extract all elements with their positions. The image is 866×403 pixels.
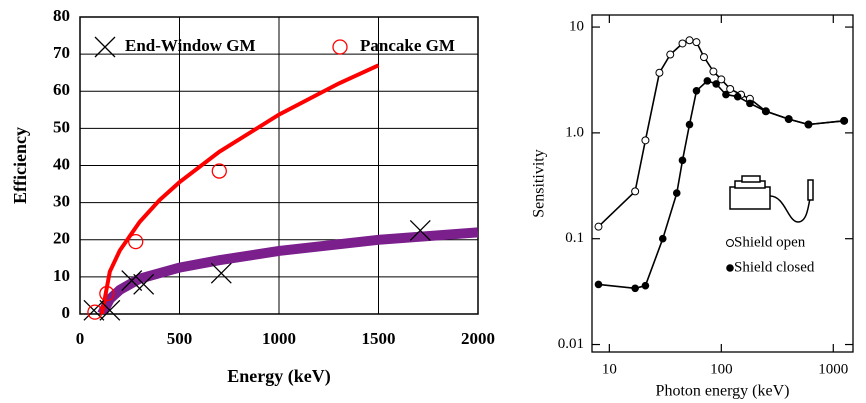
x-tick-label: 1500	[362, 329, 396, 348]
marker-open	[678, 39, 687, 48]
marker-filled	[712, 80, 720, 88]
marker-open	[717, 75, 726, 84]
marker-filled	[678, 156, 687, 165]
x-tick-label: 500	[167, 329, 193, 348]
y-tick-label: 80	[53, 6, 70, 25]
x-tick-label: 1000	[262, 329, 296, 348]
fit-line	[99, 63, 380, 314]
chart: 0.01 0.1 1.0 10 10 100 1000 Photon energy (keV)…	[531, 14, 854, 400]
marker-filled	[692, 86, 701, 95]
marker-open	[594, 222, 603, 231]
marker-open	[726, 84, 735, 93]
y-tick-label: 0	[62, 303, 71, 322]
legend-label: Pancake GM	[360, 36, 455, 55]
x-axis-label: Photon energy (keV)	[656, 383, 790, 400]
marker-x	[99, 299, 121, 321]
marker-filled	[641, 281, 650, 290]
marker-open	[699, 53, 708, 62]
marker-circle	[87, 304, 103, 320]
x-tick-label: 100	[710, 361, 733, 377]
marker-circle	[128, 233, 144, 250]
y-tick-label: 50	[53, 117, 70, 136]
plot-frame	[79, 16, 479, 315]
y-tick-label: 30	[53, 192, 70, 211]
x-tick-label: 2000	[461, 329, 495, 348]
y-tick-label: 60	[53, 80, 70, 99]
fit-line	[97, 227, 478, 314]
marker-filled	[733, 92, 742, 101]
marker-circle	[211, 163, 227, 179]
marker-open	[641, 136, 650, 145]
marker-filled	[672, 189, 681, 197]
marker-x	[210, 262, 232, 284]
marker-filled	[726, 264, 734, 272]
legend-label: Shield open	[734, 234, 806, 250]
marker-x	[94, 36, 116, 58]
marker-filled	[762, 107, 770, 116]
marker-filled	[631, 284, 639, 293]
marker-open	[726, 239, 734, 247]
y-tick-label: 70	[53, 43, 70, 62]
marker-filled	[658, 234, 667, 243]
marker-filled	[685, 120, 694, 129]
marker-filled	[746, 99, 754, 108]
marker-x	[133, 273, 155, 295]
y-tick-label: 1.0	[565, 124, 584, 140]
y-tick-label: 10	[569, 18, 584, 34]
marker-open	[709, 67, 718, 76]
y-tick-label: 20	[53, 229, 70, 248]
legend-label: Shield closed	[734, 259, 815, 275]
marker-open	[685, 36, 694, 45]
marker-open	[692, 38, 701, 47]
marker-open	[631, 187, 640, 196]
x-axis-label: Energy (keV)	[227, 366, 330, 387]
plot-frame	[591, 14, 854, 353]
x-tick-label: 10	[602, 361, 617, 377]
chart: 0 10 20 30 40 50 60 70 80 0 500 1000 1500 2000 Energy …	[10, 6, 495, 387]
detector-icon	[729, 175, 814, 223]
marker-open	[666, 50, 675, 59]
x-tick-label: 0	[76, 329, 85, 348]
y-axis-label: Efficiency	[10, 127, 30, 204]
marker-filled	[594, 280, 603, 289]
marker-x	[409, 220, 431, 241]
y-tick-label: 0.1	[565, 230, 584, 246]
y-tick-label: 10	[53, 266, 70, 285]
marker-filled	[722, 90, 730, 99]
y-tick-label: 0.01	[558, 336, 584, 352]
legend-label: End-Window GM	[125, 36, 256, 55]
marker-x	[121, 270, 143, 292]
marker-circle	[332, 39, 348, 55]
marker-open	[655, 68, 664, 77]
x-tick-label: 1000	[818, 361, 848, 377]
marker-filled	[703, 77, 712, 85]
marker-filled	[784, 115, 793, 123]
marker-filled	[804, 120, 813, 129]
y-tick-label: 40	[53, 154, 70, 173]
marker-filled	[840, 117, 848, 125]
y-axis-label: Sensitivity	[531, 149, 548, 217]
marker-circle	[99, 285, 115, 302]
